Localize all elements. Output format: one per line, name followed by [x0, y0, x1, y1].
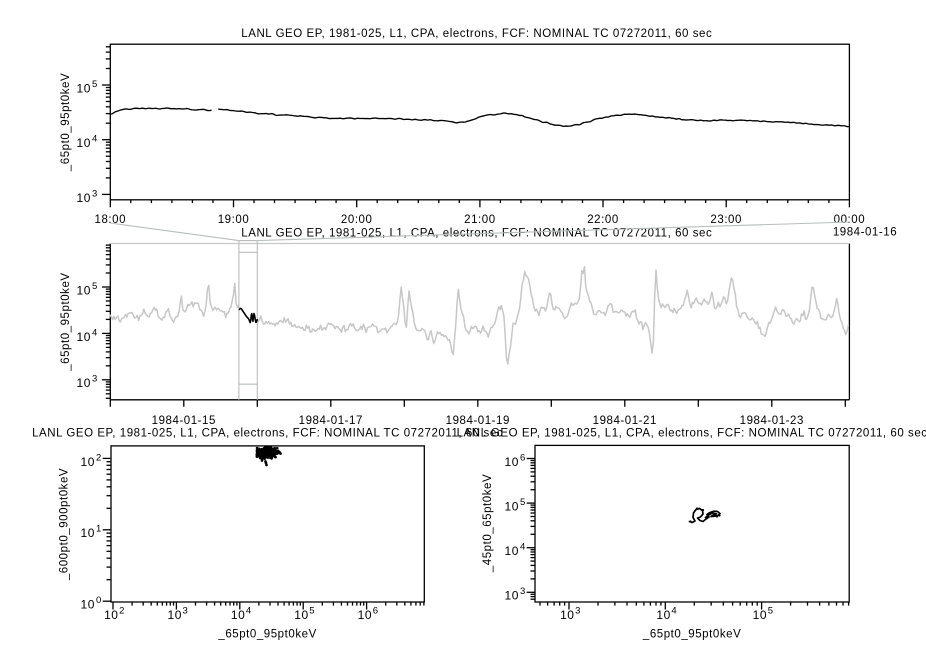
svg-text:3: 3	[183, 606, 189, 617]
svg-text:4: 4	[520, 542, 526, 553]
svg-text:LANL GEO EP, 1981-025, L1, CPA: LANL GEO EP, 1981-025, L1, CPA, electron…	[241, 28, 712, 40]
svg-text:_65pt0_95pt0keV: _65pt0_95pt0keV	[60, 73, 72, 172]
svg-text:1984-01-16: 1984-01-16	[833, 226, 897, 238]
svg-text:3: 3	[575, 606, 581, 617]
svg-text:10: 10	[505, 589, 519, 603]
svg-text:_65pt0_95pt0keV: _65pt0_95pt0keV	[217, 628, 316, 640]
svg-text:10: 10	[358, 608, 372, 622]
svg-text:21:00: 21:00	[464, 214, 496, 226]
svg-text:4: 4	[92, 134, 98, 145]
svg-text:_600pt0_900pt0keV: _600pt0_900pt0keV	[59, 468, 71, 581]
svg-text:10: 10	[77, 191, 91, 205]
svg-text:10: 10	[77, 81, 91, 95]
svg-text:2: 2	[96, 452, 102, 463]
svg-text:10: 10	[77, 283, 91, 297]
svg-text:5: 5	[92, 281, 98, 292]
svg-text:22:00: 22:00	[587, 214, 619, 226]
svg-text:10: 10	[104, 608, 118, 622]
svg-text:10: 10	[560, 608, 574, 622]
svg-text:10: 10	[77, 136, 91, 150]
svg-text:_45pt0_65pt0keV: _45pt0_65pt0keV	[482, 474, 494, 573]
svg-text:10: 10	[294, 608, 308, 622]
svg-text:2: 2	[119, 606, 125, 617]
svg-text:00:00: 00:00	[834, 214, 866, 226]
svg-text:_65pt0_95pt0keV: _65pt0_95pt0keV	[642, 628, 741, 640]
svg-text:4: 4	[246, 606, 252, 617]
svg-text:_65pt0_95pt0keV: _65pt0_95pt0keV	[60, 272, 72, 371]
svg-text:10: 10	[81, 598, 95, 612]
svg-text:18:00: 18:00	[95, 214, 127, 226]
svg-text:4: 4	[671, 606, 677, 617]
svg-text:LANL GEO EP, 1981-025, L1, CPA: LANL GEO EP, 1981-025, L1, CPA, electron…	[32, 427, 503, 439]
svg-text:19:00: 19:00	[218, 214, 250, 226]
svg-text:3: 3	[92, 374, 98, 385]
svg-text:6: 6	[520, 452, 526, 463]
svg-text:3: 3	[520, 586, 526, 597]
svg-text:5: 5	[768, 606, 774, 617]
svg-text:1984-01-23: 1984-01-23	[740, 415, 804, 427]
svg-text:6: 6	[373, 606, 379, 617]
svg-text:10: 10	[231, 608, 245, 622]
svg-text:1984-01-17: 1984-01-17	[299, 415, 363, 427]
svg-text:10: 10	[81, 526, 95, 540]
svg-text:23:00: 23:00	[710, 214, 742, 226]
svg-text:4: 4	[92, 327, 98, 338]
svg-text:10: 10	[656, 608, 670, 622]
svg-text:10: 10	[753, 608, 767, 622]
svg-text:1984-01-19: 1984-01-19	[446, 415, 510, 427]
svg-text:10: 10	[77, 330, 91, 344]
svg-text:1984-01-15: 1984-01-15	[152, 415, 216, 427]
svg-text:3: 3	[92, 188, 98, 199]
svg-text:1984-01-21: 1984-01-21	[593, 415, 657, 427]
svg-text:LANL GEO EP, 1981-025, L1, CPA: LANL GEO EP, 1981-025, L1, CPA, electron…	[457, 427, 926, 439]
svg-text:10: 10	[167, 608, 181, 622]
svg-text:20:00: 20:00	[341, 214, 373, 226]
svg-text:5: 5	[520, 497, 526, 508]
svg-text:5: 5	[309, 606, 315, 617]
svg-text:10: 10	[77, 376, 91, 390]
svg-text:10: 10	[81, 455, 95, 469]
svg-text:10: 10	[505, 500, 519, 514]
svg-text:5: 5	[92, 79, 98, 90]
svg-text:10: 10	[505, 455, 519, 469]
svg-text:10: 10	[505, 544, 519, 558]
svg-text:1: 1	[96, 524, 102, 535]
svg-text:0: 0	[96, 595, 102, 606]
